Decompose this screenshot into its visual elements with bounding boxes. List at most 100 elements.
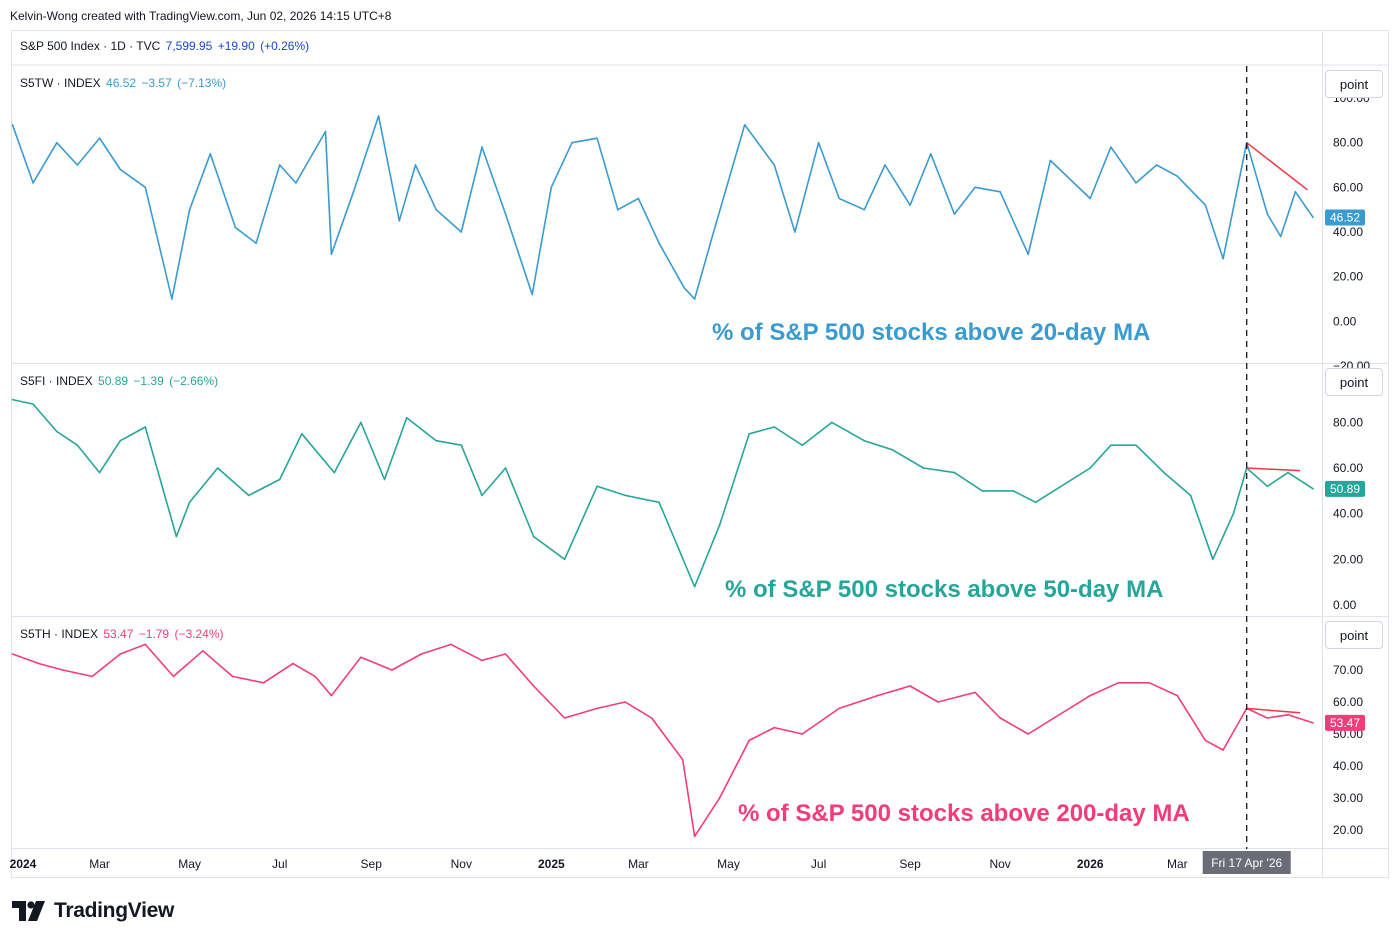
data-point [801,444,804,447]
data-point [11,124,14,126]
data-point [398,220,401,222]
y-tick-label: 60.00 [1333,180,1363,194]
pane-2-scale-button[interactable]: point [1325,368,1383,396]
data-point [718,524,721,526]
crosshair-time-label: Fri 17 Apr '26 [1211,856,1282,870]
data-point [119,653,122,655]
data-point [435,208,438,211]
y-tick-label: 20.00 [1333,552,1363,566]
pane-3-change: −1.79 [138,627,170,641]
data-point [1204,739,1207,742]
data-point [617,208,619,211]
pane-2-change-pct: (−2.66%) [169,374,219,388]
data-point [1287,471,1289,474]
data-point [360,656,362,658]
data-point [1027,253,1029,256]
data-point [481,494,483,497]
pane-3-legend[interactable]: S5TH · INDEX 53.47 −1.79 (−3.24%) [20,627,225,641]
series-line [11,115,1314,300]
data-point [693,298,696,300]
data-point [231,675,234,678]
data-point [658,501,660,504]
data-point [658,242,660,244]
data-point [352,191,355,193]
series-annotation: % of S&P 500 stocks above 200-day MA [738,800,1190,827]
time-tick-label: Nov [451,857,472,871]
data-point [624,494,626,497]
data-point [773,426,776,428]
pane-1-symbol: S5TW · INDEX [20,76,101,90]
data-point [563,717,566,719]
data-point [1312,722,1314,724]
data-point [1222,749,1224,751]
data-point [1176,694,1179,697]
data-point [831,421,833,424]
data-point [481,146,483,148]
data-point [748,433,750,435]
main-series-change: +19.90 [217,39,255,53]
pane-1-scale-button[interactable]: point [1325,70,1383,98]
time-tick-label: 2026 [1077,857,1104,871]
data-point [175,535,178,538]
data-point [504,213,507,215]
data-point [171,298,173,300]
data-point [693,585,696,588]
data-point [596,485,598,488]
data-point [953,213,956,215]
data-point [1212,558,1214,561]
data-point [1266,485,1269,488]
data-point [909,685,911,687]
data-point [650,717,653,719]
data-point [863,208,866,211]
data-point [1155,164,1158,166]
data-point [974,186,976,189]
pane-2-last: 50.89 [98,374,129,388]
data-point [188,208,191,211]
tradingview-wordmark: TradingView [54,899,175,922]
data-point [1287,714,1289,716]
data-point [711,235,714,238]
data-point [314,675,316,678]
y-tick-label: 30.00 [1333,791,1363,805]
y-tick-label: 80.00 [1333,136,1363,150]
data-point [974,691,976,694]
data-point [532,535,535,538]
data-point [383,478,386,481]
data-point [295,182,297,184]
data-point [1012,490,1015,492]
data-point [532,685,535,687]
pane-2-legend[interactable]: S5FI · INDEX 50.89 −1.39 (−2.66%) [20,374,220,388]
data-point [460,444,463,447]
data-point [693,835,696,838]
data-point [563,558,566,561]
data-point [596,137,598,139]
data-point [1110,146,1112,148]
crosshair-time-badge [1202,851,1291,874]
pane-3-scale-button[interactable]: point [1325,621,1383,649]
data-point [1266,213,1269,215]
data-point [119,168,122,171]
data-point [1204,204,1207,206]
data-point [504,467,507,469]
data-point [504,653,507,655]
pane-1-legend[interactable]: S5TW · INDEX 46.52 −3.57 (−7.13%) [20,76,228,90]
data-point [209,153,212,155]
tradingview-logo[interactable]: TradingView [12,899,174,923]
data-point [56,430,58,433]
data-point [718,797,721,799]
data-point [405,417,408,419]
time-tick-label: Mar [1167,857,1188,871]
time-tick-label: May [178,857,201,871]
data-point [596,707,598,710]
data-point [61,669,64,671]
data-point [1312,216,1314,219]
data-point [1232,512,1235,515]
data-point [531,293,533,296]
data-point [119,439,122,442]
data-point [1089,467,1091,469]
data-point [278,164,281,166]
series-line [12,398,1314,588]
data-point [884,164,886,166]
main-series-legend[interactable]: S&P 500 Index · 1D · TVC 7,599.95 +19.90… [20,39,311,53]
